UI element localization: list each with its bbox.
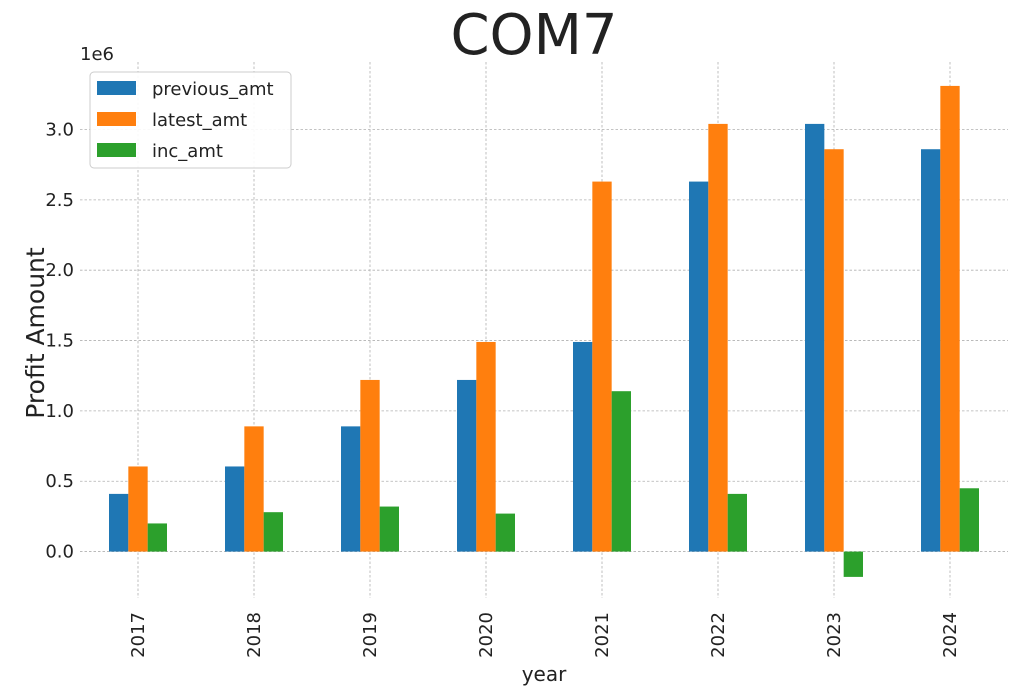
x-tick-label: 2018 [244, 612, 265, 658]
y-tick-label: 0.5 [45, 471, 74, 492]
bar-latest-amt-2023 [824, 149, 844, 552]
bar-latest-amt-2021 [592, 181, 612, 552]
y-axis-offset-label: 1e6 [80, 44, 114, 65]
y-tick-label: 2.0 [45, 260, 74, 281]
x-tick-label: 2022 [708, 612, 729, 658]
bar-previous-amt-2020 [457, 379, 477, 552]
x-tick-label: 2023 [824, 612, 845, 658]
bar-inc-amt-2022 [727, 493, 747, 552]
y-tick-label: 3.0 [45, 120, 74, 141]
bar-latest-amt-2024 [940, 85, 960, 552]
bar-inc-amt-2024 [959, 488, 979, 552]
legend-swatch-latest-amt [97, 112, 136, 126]
x-tick-label: 2020 [476, 612, 497, 658]
bar-latest-amt-2022 [708, 123, 728, 552]
bar-inc-amt-2021 [611, 391, 631, 552]
tick-labels: 0.0 0.5 1.0 1.5 2.0 2.5 3.0 2017 2018 2019 2020 202… [45, 120, 961, 658]
bar-previous-amt-2024 [921, 149, 941, 552]
bar-previous-amt-2018 [225, 466, 245, 552]
bar-inc-amt-2020 [495, 513, 515, 552]
legend-box [89, 71, 292, 169]
y-tick-label: 1.0 [45, 401, 74, 422]
x-tick-label: 2019 [360, 612, 381, 658]
legend-swatch-inc-amt [97, 143, 136, 157]
bar-latest-amt-2020 [476, 341, 496, 552]
bar-previous-amt-2017 [109, 493, 129, 552]
x-tick-label: 2024 [940, 612, 961, 658]
legend-label-previous-amt: previous_amt [152, 79, 274, 100]
bar-previous-amt-2021 [573, 341, 593, 552]
legend-label-latest-amt: latest_amt [152, 110, 247, 131]
bar-latest-amt-2019 [360, 379, 380, 552]
bar-inc-amt-2023 [843, 551, 863, 577]
legend-swatch-previous-amt [97, 81, 136, 95]
chart-title: COM7 [450, 3, 617, 68]
bar-previous-amt-2023 [805, 123, 825, 552]
x-tick-label: 2021 [592, 612, 613, 658]
bar-inc-amt-2018 [263, 512, 283, 552]
bar-inc-amt-2017 [147, 523, 167, 552]
y-tick-label: 2.5 [45, 190, 74, 211]
y-axis-label: Profit Amount [21, 247, 50, 419]
bar-previous-amt-2019 [341, 426, 361, 552]
bar-latest-amt-2017 [128, 466, 148, 552]
bar-inc-amt-2019 [379, 506, 399, 552]
legend-label-inc-amt: inc_amt [152, 141, 223, 162]
y-tick-label: 0.0 [45, 542, 74, 563]
x-tick-label: 2017 [128, 612, 149, 658]
legend: previous_amt latest_amt inc_amt [89, 71, 292, 169]
bar-latest-amt-2018 [244, 426, 264, 552]
y-tick-label: 1.5 [45, 331, 74, 352]
bar-previous-amt-2022 [689, 181, 709, 552]
bars [109, 85, 979, 577]
x-axis-label: year [522, 662, 567, 686]
